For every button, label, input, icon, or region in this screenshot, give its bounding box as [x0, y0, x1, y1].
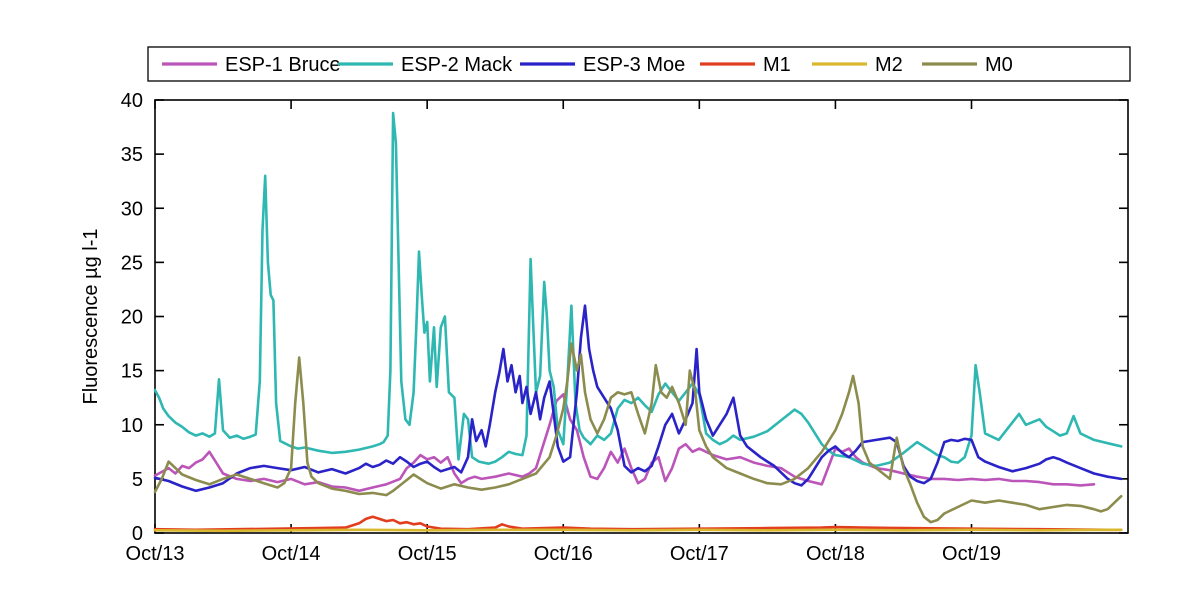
legend-label-esp-3-moe: ESP-3 Moe: [583, 54, 685, 76]
x-tick-label: Oct/14: [262, 543, 321, 565]
y-tick-label: 5: [132, 469, 143, 491]
x-tick-label: Oct/18: [806, 543, 865, 565]
series-line-m0: [153, 342, 1123, 524]
legend-label-esp-2-mack: ESP-2 Mack: [401, 54, 513, 76]
legend-label-m1: M1: [763, 54, 791, 76]
y-tick-label: 0: [132, 523, 143, 545]
x-tick-label: Oct/19: [942, 543, 1001, 565]
y-tick-label: 35: [121, 144, 143, 166]
x-tick-label: Oct/15: [398, 543, 457, 565]
series-line-esp-1-bruce: [153, 393, 1096, 493]
legend-label-m2: M2: [875, 54, 903, 76]
y-tick-label: 40: [121, 90, 143, 112]
legend-label-m0: M0: [985, 54, 1013, 76]
x-tick-label: Oct/13: [126, 543, 185, 565]
x-tick-label: Oct/17: [670, 543, 729, 565]
x-tick-label: Oct/16: [534, 543, 593, 565]
series-line-esp-2-mack: [153, 111, 1123, 468]
y-tick-label: 25: [121, 252, 143, 274]
y-tick-label: 20: [121, 307, 143, 329]
y-tick-label: 30: [121, 198, 143, 220]
plot-box: [154, 99, 1129, 534]
y-tick-label: 15: [121, 361, 143, 383]
series-line-esp-3-moe: [153, 304, 1123, 493]
legend-label-esp-1-bruce: ESP-1 Bruce: [225, 54, 341, 76]
series-line-m2: [153, 528, 1123, 533]
y-tick-label: 10: [121, 415, 143, 437]
y-axis-title: Fluorescence µg l-1: [80, 228, 102, 404]
